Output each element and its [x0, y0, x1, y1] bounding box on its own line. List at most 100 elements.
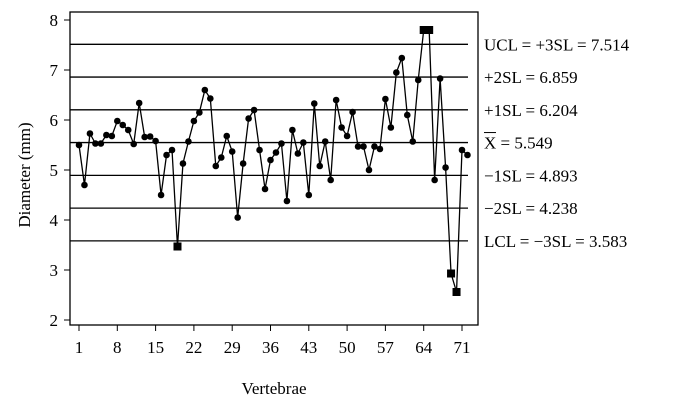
x-tick-label: 64: [415, 338, 433, 357]
data-point: [234, 214, 241, 221]
data-point: [81, 181, 88, 189]
x-axis-label: Vertebrae: [241, 379, 306, 398]
data-point: [382, 95, 389, 103]
data-point: [442, 164, 449, 171]
x-tick-label: 1: [75, 338, 84, 357]
data-point: [371, 143, 378, 150]
data-point: [75, 141, 83, 149]
data-point: [261, 185, 269, 193]
data-point: [190, 117, 198, 125]
x-tick-label: 29: [224, 338, 241, 357]
data-point: [179, 160, 187, 167]
data-point: [135, 99, 143, 107]
data-point: [152, 137, 159, 145]
y-tick-label: 5: [50, 161, 59, 180]
data-point: [278, 140, 285, 147]
data-point: [103, 131, 110, 139]
data-point: [196, 109, 203, 116]
data-point: [316, 162, 324, 170]
y-tick-label: 3: [50, 261, 59, 280]
data-point: [146, 133, 154, 140]
data-point: [267, 156, 274, 164]
data-point: [376, 145, 384, 153]
data-point: [393, 69, 400, 76]
control-line-label: LCL = −3SL = 3.583: [484, 232, 627, 251]
data-point: [283, 197, 291, 205]
y-tick-label: 6: [50, 111, 59, 130]
control-line-label: +1SL = 6.204: [484, 101, 578, 120]
data-point: [141, 133, 148, 141]
data-point: [256, 146, 263, 154]
x-tick-label: 22: [185, 338, 202, 357]
x-tick-label: 50: [339, 338, 356, 357]
y-axis: 2 3 4 5 6 7 8: [50, 11, 70, 330]
control-line-label: UCL = +3SL = 7.514: [484, 35, 630, 54]
data-point: [365, 166, 373, 174]
data-point: [228, 148, 236, 155]
out-of-control-point: [452, 288, 461, 296]
x-tick-label: 8: [113, 338, 122, 357]
data-point: [163, 151, 170, 159]
data-point: [86, 130, 94, 137]
y-tick-label: 7: [50, 61, 59, 80]
control-line-label: −2SL = 4.238: [484, 199, 578, 218]
out-of-control-point: [447, 269, 456, 278]
x-tick-label: 43: [300, 338, 317, 357]
data-point: [343, 132, 351, 140]
data-point: [458, 146, 466, 154]
data-point: [250, 106, 258, 114]
data-point: [124, 126, 132, 134]
out-of-control-point: [425, 26, 434, 34]
out-of-control-point: [173, 242, 182, 251]
x-tick-label: 71: [454, 338, 471, 357]
y-tick-label: 4: [50, 211, 59, 230]
data-point: [398, 54, 406, 62]
plot-frame: [69, 11, 479, 326]
data-point: [354, 143, 362, 150]
data-point: [464, 151, 471, 159]
data-point: [332, 96, 340, 104]
data-point: [436, 75, 444, 82]
data-point: [223, 132, 231, 140]
data-point: [212, 162, 220, 170]
data-point: [414, 76, 422, 84]
data-point: [168, 146, 176, 154]
x-axis: 1 8 15 22 29 36 43 50 57 64 71: [75, 325, 471, 357]
y-axis-label: Diameter (mm): [15, 122, 34, 227]
control-line-label: +2SL = 6.859: [484, 68, 578, 87]
data-point: [119, 121, 127, 129]
data-point: [321, 138, 329, 145]
data-point: [409, 138, 417, 145]
data-point: [294, 150, 302, 157]
data-point: [217, 154, 225, 161]
data-point: [185, 138, 192, 145]
data-point: [92, 140, 99, 147]
data-point: [349, 108, 356, 116]
control-line-labels: UCL = +3SL = 7.514 +2SL = 6.859 +1SL = 6.2…: [484, 35, 630, 251]
data-point: [108, 132, 116, 140]
data-point: [387, 124, 395, 131]
x-tick-label: 57: [377, 338, 395, 357]
data-point: [130, 140, 138, 148]
data-points: [75, 26, 471, 296]
x-tick-label: 36: [262, 338, 279, 357]
data-point: [201, 86, 209, 94]
data-point: [289, 126, 296, 134]
data-point: [327, 176, 334, 184]
data-point: [207, 95, 214, 102]
data-point: [305, 191, 313, 199]
data-point: [239, 160, 247, 167]
data-point: [300, 139, 307, 146]
control-line-label: −1SL = 4.893: [484, 166, 578, 185]
data-point: [338, 124, 345, 131]
control-lines: [70, 43, 468, 242]
data-point: [403, 111, 411, 119]
data-point: [245, 115, 252, 122]
data-point: [310, 100, 318, 107]
out-of-control-point: [419, 26, 428, 34]
control-line-label: X = 5.549: [484, 134, 553, 153]
data-point: [272, 149, 280, 156]
data-point: [114, 117, 121, 125]
data-point: [360, 143, 367, 150]
